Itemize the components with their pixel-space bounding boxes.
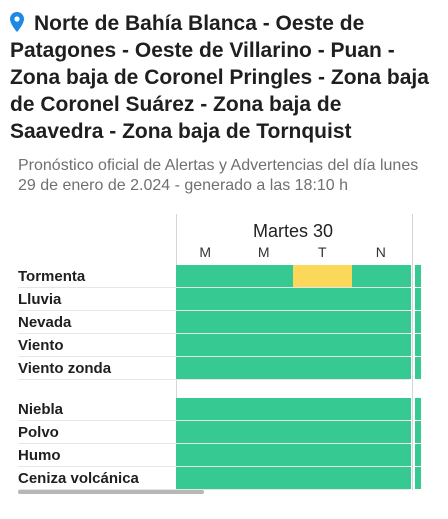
- alerts-table: Martes 30 M M T N Tormenta Lluvia Nevada Vi…: [0, 214, 448, 519]
- period-label: M: [257, 244, 270, 260]
- next-day-cell[interactable]: [415, 334, 421, 356]
- alert-row-label: Polvo: [18, 424, 59, 441]
- alert-row-label: Viento: [18, 337, 64, 354]
- alert-row-label: Ceniza volcánica: [18, 470, 139, 487]
- row-separator: [18, 379, 410, 380]
- next-day-cell[interactable]: [415, 357, 421, 379]
- row-separator: [18, 443, 410, 444]
- alert-cell-none[interactable]: [293, 421, 352, 443]
- alert-cell-none[interactable]: [293, 444, 352, 466]
- period-label: M: [199, 244, 212, 260]
- row-separator: [18, 310, 410, 311]
- period-label: T: [317, 244, 327, 260]
- alert-cell-none[interactable]: [176, 467, 235, 489]
- alert-cell-none[interactable]: [293, 357, 352, 379]
- alert-cell-none[interactable]: [293, 398, 352, 420]
- row-separator: [18, 420, 410, 421]
- alert-cell-none[interactable]: [234, 444, 294, 466]
- region-name: Norte de Bahía Blanca - Oeste de Patagon…: [10, 12, 429, 143]
- next-day-cell[interactable]: [415, 288, 421, 310]
- row-separator: [18, 356, 410, 357]
- alert-cell-none[interactable]: [234, 311, 294, 333]
- alert-row-label: Niebla: [18, 401, 64, 418]
- horizontal-scrollbar[interactable]: [18, 490, 204, 494]
- alert-cell-none[interactable]: [351, 288, 411, 310]
- alert-cell-none[interactable]: [351, 398, 411, 420]
- alert-row-label: Lluvia: [18, 291, 62, 308]
- alert-cell-yellow[interactable]: [293, 265, 352, 287]
- alert-cell-none[interactable]: [176, 444, 235, 466]
- alert-cell-none[interactable]: [234, 357, 294, 379]
- alert-cell-none[interactable]: [351, 311, 411, 333]
- alert-cell-none[interactable]: [351, 357, 411, 379]
- row-separator: [18, 466, 410, 467]
- period-headers: M M T N: [176, 244, 410, 260]
- alert-cell-none[interactable]: [176, 288, 235, 310]
- alert-cell-none[interactable]: [234, 334, 294, 356]
- alert-cell-none[interactable]: [176, 265, 235, 287]
- region-title: Norte de Bahía Blanca - Oeste de Patagon…: [10, 10, 438, 145]
- next-day-cell[interactable]: [415, 398, 421, 420]
- next-day-cell[interactable]: [415, 444, 421, 466]
- next-day-cell[interactable]: [415, 265, 421, 287]
- alert-cell-none[interactable]: [351, 265, 411, 287]
- alert-cell-none[interactable]: [176, 421, 235, 443]
- row-separator: [18, 489, 410, 490]
- next-day-cell[interactable]: [415, 311, 421, 333]
- location-pin-icon: [10, 12, 24, 32]
- alert-cell-none[interactable]: [176, 311, 235, 333]
- row-separator: [18, 333, 410, 334]
- alert-cell-none[interactable]: [176, 334, 235, 356]
- alert-cell-none[interactable]: [293, 288, 352, 310]
- alert-cell-none[interactable]: [351, 421, 411, 443]
- alert-cell-none[interactable]: [234, 421, 294, 443]
- alert-row-label: Viento zonda: [18, 360, 112, 377]
- alert-cell-none[interactable]: [351, 467, 411, 489]
- alert-cell-none[interactable]: [176, 357, 235, 379]
- alert-cell-none[interactable]: [234, 265, 294, 287]
- alert-row-label: Tormenta: [18, 268, 86, 285]
- period-label: N: [375, 244, 386, 260]
- alert-cell-none[interactable]: [293, 467, 352, 489]
- alert-cell-none[interactable]: [293, 311, 352, 333]
- forecast-subtitle: Pronóstico oficial de Alertas y Adverten…: [18, 157, 419, 194]
- row-separator: [18, 287, 410, 288]
- alert-cell-none[interactable]: [351, 334, 411, 356]
- alert-cell-none[interactable]: [176, 398, 235, 420]
- alert-cell-none[interactable]: [234, 288, 294, 310]
- alert-cell-none[interactable]: [351, 444, 411, 466]
- alert-row-label: Humo: [18, 447, 61, 464]
- alert-cell-none[interactable]: [293, 334, 352, 356]
- day-header: Martes 30: [252, 221, 334, 241]
- next-day-cell[interactable]: [415, 421, 421, 443]
- alert-cell-none[interactable]: [234, 467, 294, 489]
- table-divider-right: [412, 214, 413, 490]
- alert-cell-none[interactable]: [234, 398, 294, 420]
- next-day-cell[interactable]: [415, 467, 421, 489]
- alert-row-label: Nevada: [18, 314, 72, 331]
